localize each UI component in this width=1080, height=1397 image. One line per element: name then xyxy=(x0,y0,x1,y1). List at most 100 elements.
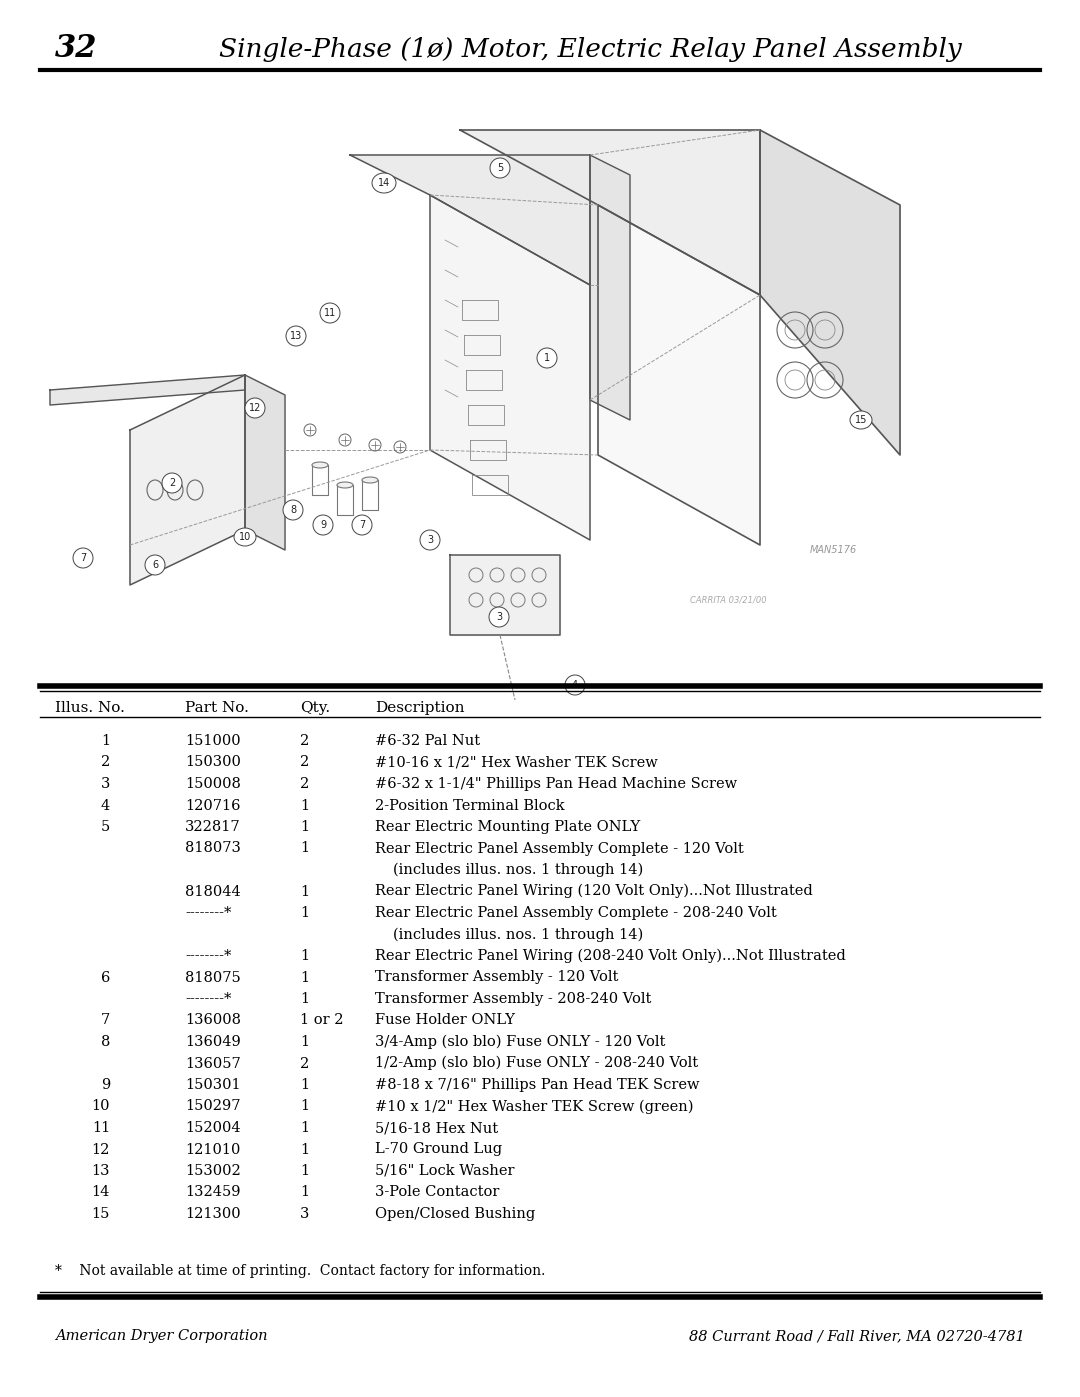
Text: 1: 1 xyxy=(300,820,309,834)
Polygon shape xyxy=(590,155,630,420)
Text: *    Not available at time of printing.  Contact factory for information.: * Not available at time of printing. Con… xyxy=(55,1264,545,1278)
Ellipse shape xyxy=(73,548,93,569)
Text: Qty.: Qty. xyxy=(300,701,330,715)
Text: 1: 1 xyxy=(300,1120,309,1134)
Ellipse shape xyxy=(312,462,328,468)
Text: 2: 2 xyxy=(300,756,309,770)
Text: Single-Phase (1ø) Motor, Electric Relay Panel Assembly: Single-Phase (1ø) Motor, Electric Relay … xyxy=(218,36,961,61)
Text: 88 Currant Road / Fall River, MA 02720-4781: 88 Currant Road / Fall River, MA 02720-4… xyxy=(689,1329,1025,1343)
Text: MAN5176: MAN5176 xyxy=(810,545,858,555)
Text: 2: 2 xyxy=(300,733,309,747)
Text: 2-Position Terminal Block: 2-Position Terminal Block xyxy=(375,799,565,813)
Ellipse shape xyxy=(337,482,353,488)
Text: 5/16-18 Hex Nut: 5/16-18 Hex Nut xyxy=(375,1120,498,1134)
Polygon shape xyxy=(245,374,285,550)
Polygon shape xyxy=(50,374,245,405)
Text: 5: 5 xyxy=(100,820,110,834)
Polygon shape xyxy=(760,130,900,455)
Text: #6-32 Pal Nut: #6-32 Pal Nut xyxy=(375,733,481,747)
Polygon shape xyxy=(350,155,590,285)
Text: 150297: 150297 xyxy=(185,1099,241,1113)
Ellipse shape xyxy=(145,555,165,576)
Text: 11: 11 xyxy=(92,1120,110,1134)
Ellipse shape xyxy=(489,608,509,627)
Text: 150008: 150008 xyxy=(185,777,241,791)
Ellipse shape xyxy=(537,348,557,367)
Text: 120716: 120716 xyxy=(185,799,241,813)
Text: (includes illus. nos. 1 through 14): (includes illus. nos. 1 through 14) xyxy=(393,928,644,942)
Ellipse shape xyxy=(420,529,440,550)
Text: 9: 9 xyxy=(100,1078,110,1092)
Text: 1: 1 xyxy=(300,907,309,921)
Polygon shape xyxy=(450,555,561,636)
Text: 121010: 121010 xyxy=(185,1143,241,1157)
Text: 818044: 818044 xyxy=(185,884,241,898)
Polygon shape xyxy=(598,205,760,545)
Text: --------*: --------* xyxy=(185,992,231,1006)
Ellipse shape xyxy=(565,675,585,694)
Text: Illus. No.: Illus. No. xyxy=(55,701,125,715)
Text: 3/4-Amp (slo blo) Fuse ONLY - 120 Volt: 3/4-Amp (slo blo) Fuse ONLY - 120 Volt xyxy=(375,1035,665,1049)
Text: 15: 15 xyxy=(854,415,867,425)
Text: 2: 2 xyxy=(300,777,309,791)
Text: 136008: 136008 xyxy=(185,1013,241,1028)
Text: 2: 2 xyxy=(100,756,110,770)
Text: 1: 1 xyxy=(300,1186,309,1200)
Text: 15: 15 xyxy=(92,1207,110,1221)
Polygon shape xyxy=(460,130,760,295)
Text: Rear Electric Panel Assembly Complete - 208-240 Volt: Rear Electric Panel Assembly Complete - … xyxy=(375,907,777,921)
Text: 14: 14 xyxy=(92,1186,110,1200)
Text: 3: 3 xyxy=(300,1207,309,1221)
Text: 1: 1 xyxy=(300,799,309,813)
Text: 7: 7 xyxy=(100,1013,110,1028)
Ellipse shape xyxy=(372,173,396,193)
Text: 150300: 150300 xyxy=(185,756,241,770)
Text: 818073: 818073 xyxy=(185,841,241,855)
Ellipse shape xyxy=(234,528,256,546)
Text: Rear Electric Mounting Plate ONLY: Rear Electric Mounting Plate ONLY xyxy=(375,820,640,834)
Text: Rear Electric Panel Wiring (120 Volt Only)...Not Illustrated: Rear Electric Panel Wiring (120 Volt Onl… xyxy=(375,884,813,898)
Text: Transformer Assembly - 208-240 Volt: Transformer Assembly - 208-240 Volt xyxy=(375,992,651,1006)
Text: #10 x 1/2" Hex Washer TEK Screw (green): #10 x 1/2" Hex Washer TEK Screw (green) xyxy=(375,1099,693,1113)
Text: #6-32 x 1-1/4" Phillips Pan Head Machine Screw: #6-32 x 1-1/4" Phillips Pan Head Machine… xyxy=(375,777,738,791)
Text: 14: 14 xyxy=(378,177,390,189)
Text: 1: 1 xyxy=(544,353,550,363)
Text: 1: 1 xyxy=(300,884,309,898)
Text: 3: 3 xyxy=(427,535,433,545)
Ellipse shape xyxy=(850,411,872,429)
Text: 4: 4 xyxy=(100,799,110,813)
Text: Open/Closed Bushing: Open/Closed Bushing xyxy=(375,1207,536,1221)
Text: 7: 7 xyxy=(359,520,365,529)
Text: 136057: 136057 xyxy=(185,1056,241,1070)
Text: 7: 7 xyxy=(80,553,86,563)
Text: 1: 1 xyxy=(300,992,309,1006)
Text: Part No.: Part No. xyxy=(185,701,248,715)
Text: 2: 2 xyxy=(300,1056,309,1070)
Ellipse shape xyxy=(490,158,510,177)
Text: 13: 13 xyxy=(289,331,302,341)
Polygon shape xyxy=(130,374,245,585)
Text: 10: 10 xyxy=(239,532,252,542)
Text: 12: 12 xyxy=(92,1143,110,1157)
Text: Fuse Holder ONLY: Fuse Holder ONLY xyxy=(375,1013,515,1028)
Text: 150301: 150301 xyxy=(185,1078,241,1092)
Text: 13: 13 xyxy=(92,1164,110,1178)
Text: 2: 2 xyxy=(168,478,175,488)
Text: 818075: 818075 xyxy=(185,971,241,985)
Text: 151000: 151000 xyxy=(185,733,241,747)
Text: 121300: 121300 xyxy=(185,1207,241,1221)
Text: 1: 1 xyxy=(100,733,110,747)
Text: 1: 1 xyxy=(300,971,309,985)
Text: 32: 32 xyxy=(55,34,97,64)
Text: 11: 11 xyxy=(324,307,336,319)
Ellipse shape xyxy=(362,476,378,483)
Text: 322817: 322817 xyxy=(185,820,241,834)
Text: 1: 1 xyxy=(300,1078,309,1092)
Ellipse shape xyxy=(320,303,340,323)
Text: 132459: 132459 xyxy=(185,1186,241,1200)
Text: 1: 1 xyxy=(300,841,309,855)
Text: L-70 Ground Lug: L-70 Ground Lug xyxy=(375,1143,502,1157)
Text: 3-Pole Contactor: 3-Pole Contactor xyxy=(375,1186,499,1200)
Ellipse shape xyxy=(162,474,183,493)
Polygon shape xyxy=(430,196,590,541)
